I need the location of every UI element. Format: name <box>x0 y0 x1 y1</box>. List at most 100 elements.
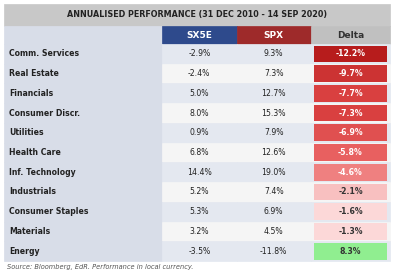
Text: Financials: Financials <box>9 89 53 98</box>
Text: 8.0%: 8.0% <box>190 109 209 117</box>
Text: Consumer Staples: Consumer Staples <box>9 207 89 216</box>
Text: -2.9%: -2.9% <box>188 49 210 58</box>
Text: 7.3%: 7.3% <box>264 69 284 78</box>
Bar <box>162 64 236 83</box>
Text: 5.0%: 5.0% <box>190 89 209 98</box>
Text: Comm. Services: Comm. Services <box>9 49 79 58</box>
Bar <box>236 143 311 162</box>
Text: 12.6%: 12.6% <box>262 148 286 157</box>
Text: 7.4%: 7.4% <box>264 187 284 196</box>
Bar <box>236 103 311 123</box>
Bar <box>4 44 162 64</box>
Text: Real Estate: Real Estate <box>9 69 59 78</box>
Bar <box>311 26 390 44</box>
Bar <box>4 202 162 222</box>
Bar <box>162 26 236 44</box>
Text: Health Care: Health Care <box>9 148 61 157</box>
Text: 3.2%: 3.2% <box>190 227 209 236</box>
Text: -5.8%: -5.8% <box>338 148 363 157</box>
Text: -7.3%: -7.3% <box>338 109 363 117</box>
Text: 8.3%: 8.3% <box>340 247 361 256</box>
Bar <box>311 202 390 222</box>
Bar <box>236 202 311 222</box>
Text: 14.4%: 14.4% <box>187 168 212 177</box>
Bar <box>314 85 387 102</box>
Bar <box>314 105 387 121</box>
Bar <box>314 65 387 82</box>
Bar <box>4 182 162 202</box>
Bar <box>162 143 236 162</box>
Text: -12.2%: -12.2% <box>336 49 366 58</box>
Text: -3.5%: -3.5% <box>188 247 210 256</box>
Text: Industrials: Industrials <box>9 187 56 196</box>
Text: Inf. Technology: Inf. Technology <box>9 168 76 177</box>
Bar <box>314 45 387 62</box>
Text: -4.6%: -4.6% <box>338 168 363 177</box>
Bar <box>314 184 387 200</box>
Bar <box>236 83 311 103</box>
Bar <box>314 203 387 220</box>
Bar <box>4 123 162 143</box>
Bar <box>162 83 236 103</box>
Text: -6.9%: -6.9% <box>338 128 363 137</box>
Bar <box>162 222 236 241</box>
Bar <box>236 222 311 241</box>
Text: SX5E: SX5E <box>186 30 212 40</box>
Bar <box>311 83 390 103</box>
Bar <box>311 222 390 241</box>
Bar <box>236 123 311 143</box>
Text: 0.9%: 0.9% <box>190 128 209 137</box>
Bar <box>311 64 390 83</box>
Bar <box>236 44 311 64</box>
Bar <box>4 64 162 83</box>
Text: -1.6%: -1.6% <box>338 207 363 216</box>
Bar <box>162 162 236 182</box>
Bar <box>4 162 162 182</box>
Bar <box>162 44 236 64</box>
Bar <box>311 182 390 202</box>
Bar <box>311 143 390 162</box>
Text: 9.3%: 9.3% <box>264 49 284 58</box>
Bar <box>4 241 162 261</box>
Bar <box>162 241 236 261</box>
Bar <box>4 103 162 123</box>
Bar <box>236 64 311 83</box>
Text: Source: Bloomberg, EdR. Performance in local currency.: Source: Bloomberg, EdR. Performance in l… <box>7 264 193 270</box>
Bar <box>4 143 162 162</box>
Bar <box>4 4 390 26</box>
Bar <box>162 182 236 202</box>
Text: 12.7%: 12.7% <box>262 89 286 98</box>
Bar <box>236 182 311 202</box>
Bar <box>4 26 162 44</box>
Text: 6.8%: 6.8% <box>190 148 209 157</box>
Bar <box>311 44 390 64</box>
Text: -9.7%: -9.7% <box>338 69 363 78</box>
Text: 15.3%: 15.3% <box>262 109 286 117</box>
Bar <box>236 162 311 182</box>
Text: 6.9%: 6.9% <box>264 207 284 216</box>
Bar <box>314 243 387 259</box>
Bar <box>314 223 387 240</box>
Text: Energy: Energy <box>9 247 39 256</box>
Text: ANNUALISED PERFORMANCE (31 DEC 2010 - 14 SEP 2020): ANNUALISED PERFORMANCE (31 DEC 2010 - 14… <box>67 11 327 20</box>
Bar <box>311 123 390 143</box>
Bar <box>314 144 387 161</box>
Bar <box>236 241 311 261</box>
Bar <box>162 123 236 143</box>
Text: Materials: Materials <box>9 227 50 236</box>
Bar <box>4 222 162 241</box>
Text: -2.1%: -2.1% <box>338 187 363 196</box>
Text: Delta: Delta <box>337 30 364 40</box>
Text: -11.8%: -11.8% <box>260 247 288 256</box>
Bar <box>311 103 390 123</box>
Text: Consumer Discr.: Consumer Discr. <box>9 109 80 117</box>
Text: -2.4%: -2.4% <box>188 69 210 78</box>
Bar <box>162 202 236 222</box>
Text: 7.9%: 7.9% <box>264 128 284 137</box>
Bar <box>311 162 390 182</box>
Bar <box>311 241 390 261</box>
Text: -1.3%: -1.3% <box>338 227 363 236</box>
Text: SPX: SPX <box>264 30 284 40</box>
Text: -7.7%: -7.7% <box>338 89 363 98</box>
Bar <box>162 103 236 123</box>
